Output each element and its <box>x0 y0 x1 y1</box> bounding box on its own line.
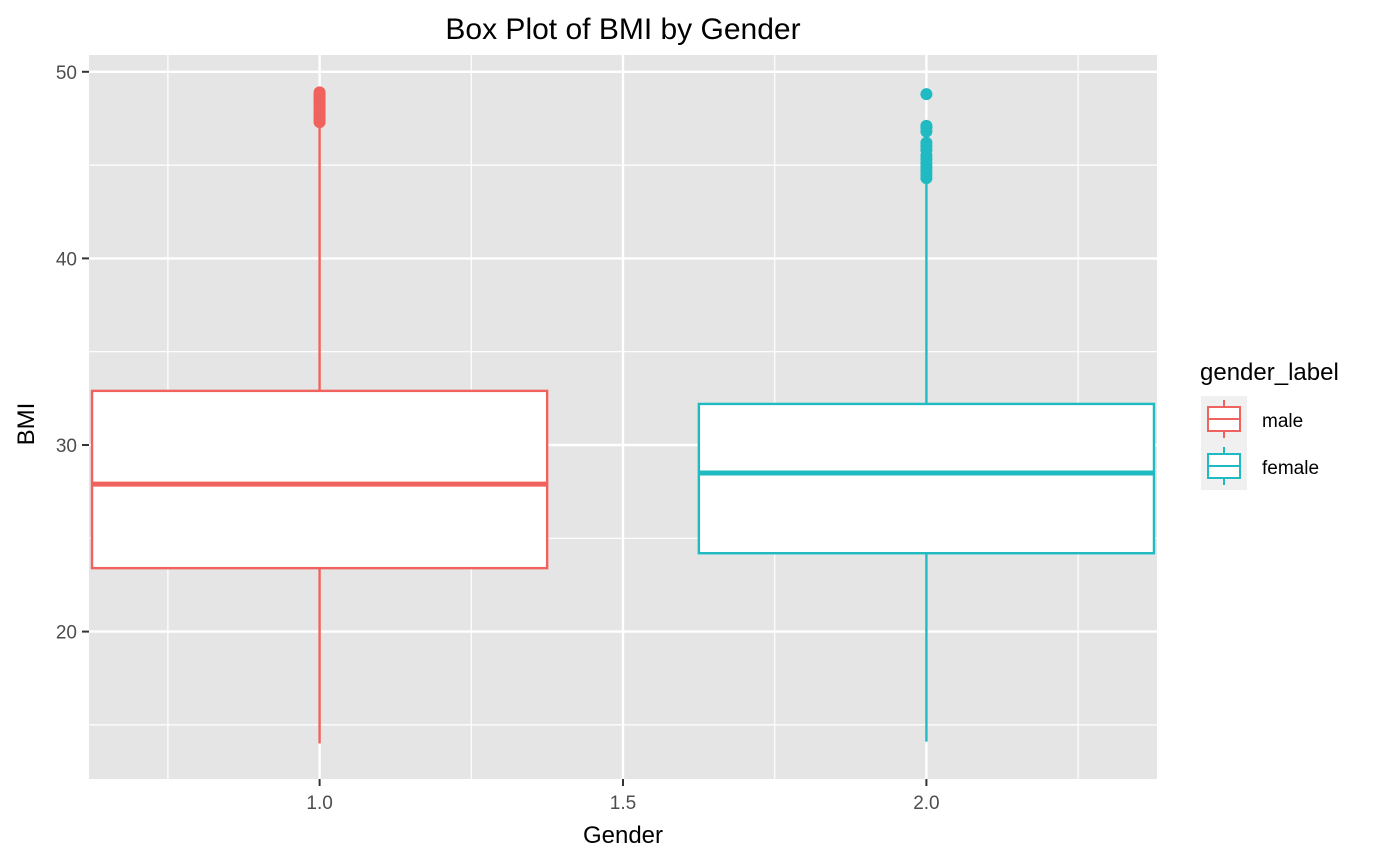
y-tick-label: 50 <box>56 63 77 84</box>
y-tick-label: 20 <box>56 623 77 644</box>
legend-label: male <box>1262 411 1303 432</box>
x-tick-label: 2.0 <box>913 793 939 814</box>
outlier-point <box>313 86 326 99</box>
x-tick-label: 1.0 <box>306 793 332 814</box>
legend-entries: male female <box>1201 396 1319 490</box>
legend-entry-male: male <box>1207 400 1303 438</box>
y-tick-label: 30 <box>56 436 77 457</box>
box-female <box>697 88 1156 742</box>
legend-title: gender_label <box>1200 359 1339 386</box>
x-axis: 1.0 1.5 2.0 <box>306 779 940 814</box>
outlier-point <box>920 88 933 101</box>
chart-title: Box Plot of BMI by Gender <box>445 13 800 46</box>
legend: gender_label male female <box>1200 359 1339 490</box>
box-male <box>90 86 549 744</box>
legend-entry-female: female <box>1207 447 1319 485</box>
x-axis-label: Gender <box>583 822 663 849</box>
y-tick-label: 40 <box>56 249 77 270</box>
x-tick-label: 1.5 <box>610 793 636 814</box>
legend-label: female <box>1262 458 1319 479</box>
outlier-point <box>920 119 933 132</box>
box-series-group <box>90 86 1156 744</box>
box-iqr <box>697 402 1156 555</box>
box-iqr <box>90 389 549 570</box>
outlier-point <box>920 136 933 149</box>
y-axis: 20 30 40 50 <box>56 63 89 644</box>
y-axis-label: BMI <box>13 403 40 446</box>
